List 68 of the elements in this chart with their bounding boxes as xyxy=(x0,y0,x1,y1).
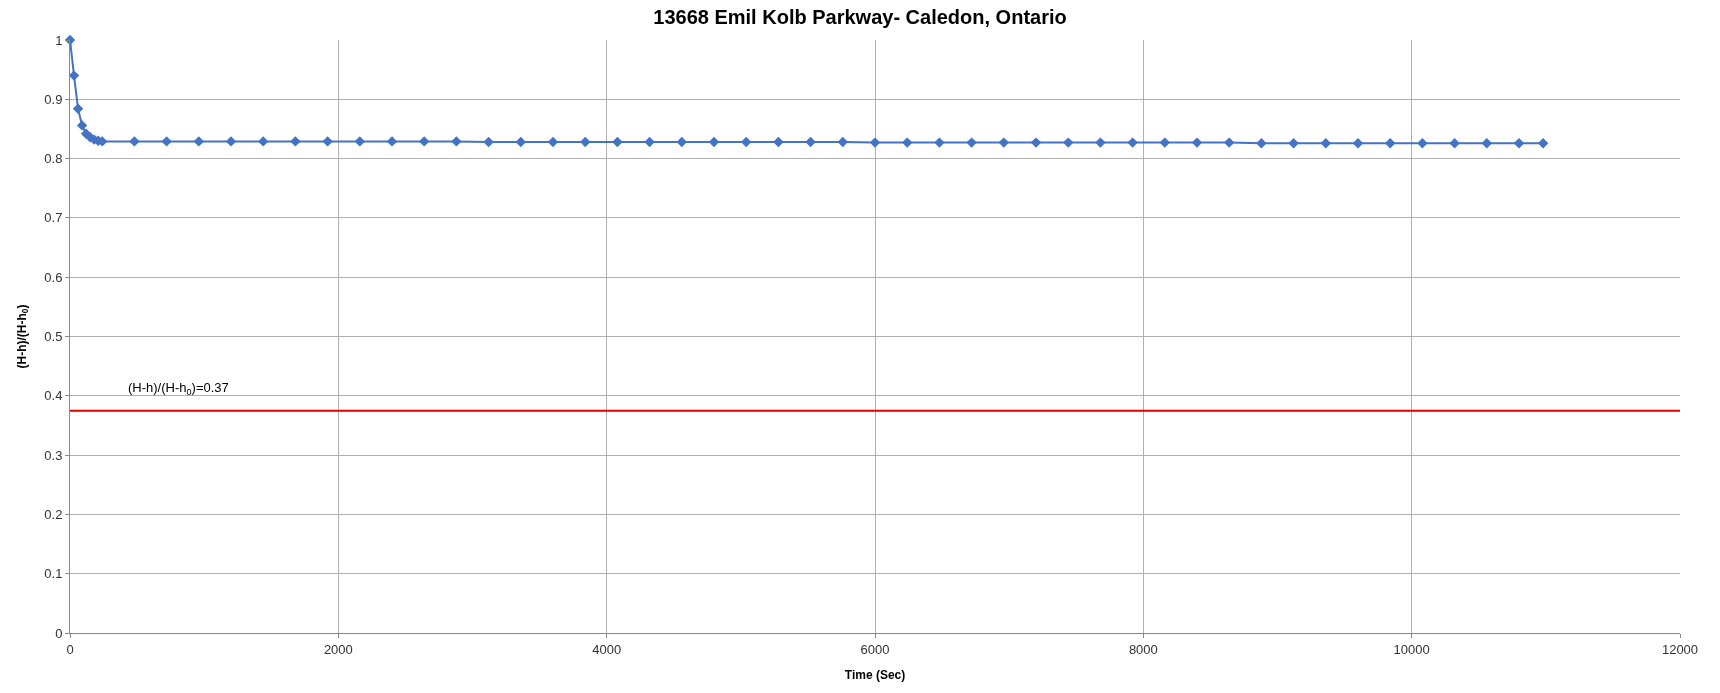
point xyxy=(258,136,269,147)
point xyxy=(580,136,591,148)
point xyxy=(1063,137,1074,148)
point xyxy=(998,137,1009,148)
point xyxy=(1288,137,1299,149)
point xyxy=(64,34,76,46)
point xyxy=(1320,137,1331,149)
point xyxy=(741,136,752,148)
point xyxy=(1191,137,1203,148)
point xyxy=(1030,137,1042,148)
y-tick-label: 0.4 xyxy=(44,388,63,404)
y-tick-label: 0.5 xyxy=(44,329,63,345)
y-tick-label: 0.6 xyxy=(44,269,63,285)
y-tick-label: 0.9 xyxy=(44,91,63,107)
point xyxy=(68,70,80,81)
point xyxy=(515,136,526,148)
point xyxy=(386,136,398,147)
ref-line-label: (H-h)/(H-h$_{0}$)=0.37 xyxy=(128,380,229,397)
point xyxy=(1417,137,1428,149)
point xyxy=(1352,137,1364,149)
y-tick-label: 0.2 xyxy=(44,506,63,522)
point xyxy=(72,103,84,114)
point xyxy=(483,136,494,148)
y-tick-label: 1 xyxy=(55,32,63,48)
point xyxy=(1224,137,1235,148)
point xyxy=(837,136,848,148)
chart-title: 13668 Emil Kolb Parkway- Caledon, Ontario xyxy=(653,6,1067,29)
y-tick-label: 0.8 xyxy=(44,151,63,167)
point xyxy=(290,136,301,147)
x-tick-label: 4000 xyxy=(592,641,622,657)
point xyxy=(225,136,237,147)
point xyxy=(902,137,913,148)
y-tick-label: 0 xyxy=(55,625,63,641)
x-tick-label: 2000 xyxy=(323,641,353,657)
point xyxy=(869,137,881,148)
point xyxy=(773,136,784,148)
point xyxy=(934,137,945,148)
point xyxy=(805,136,816,148)
point xyxy=(1095,137,1106,148)
point xyxy=(193,136,204,147)
point xyxy=(612,136,623,148)
point xyxy=(161,136,172,147)
point xyxy=(1449,137,1460,149)
point xyxy=(451,136,462,147)
point xyxy=(354,136,365,147)
point xyxy=(1537,137,1549,149)
y-tick-label: 0.3 xyxy=(44,447,63,463)
point xyxy=(1385,137,1396,149)
point xyxy=(322,136,333,147)
x-tick-label: 8000 xyxy=(1128,641,1158,657)
y-tick-label: 0.1 xyxy=(44,566,63,582)
point xyxy=(1159,137,1170,148)
point xyxy=(419,136,430,147)
point xyxy=(676,136,687,148)
x-axis-title: Time (Sec) xyxy=(844,668,906,683)
point xyxy=(966,137,977,148)
point xyxy=(1127,137,1138,148)
y-tick-label: 0.7 xyxy=(44,210,63,226)
x-tick-label: 6000 xyxy=(860,641,890,657)
x-tick-label: 0 xyxy=(66,641,74,657)
point xyxy=(1513,137,1525,149)
point xyxy=(1256,137,1267,149)
point xyxy=(644,136,655,148)
point xyxy=(1481,137,1492,149)
point xyxy=(129,136,140,147)
point xyxy=(76,120,88,131)
x-tick-label: 10000 xyxy=(1393,641,1430,657)
x-tick-label: 12000 xyxy=(1661,641,1699,657)
